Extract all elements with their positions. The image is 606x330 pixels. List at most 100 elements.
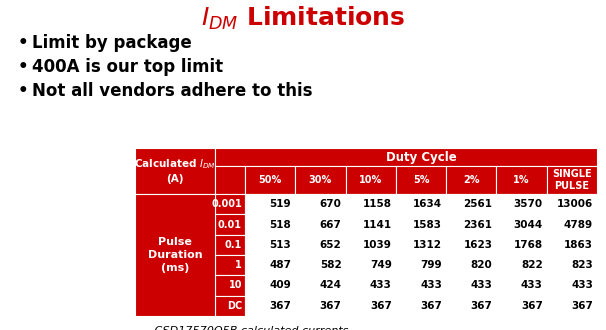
Text: 433: 433: [470, 280, 493, 290]
Text: 50%: 50%: [259, 175, 282, 185]
Text: 433: 433: [370, 280, 392, 290]
Text: 424: 424: [319, 280, 342, 290]
Bar: [396, 255, 446, 275]
Text: 4789: 4789: [564, 219, 593, 229]
Bar: [496, 194, 547, 214]
Bar: [396, 275, 446, 296]
Bar: [446, 255, 496, 275]
Text: 30%: 30%: [309, 175, 332, 185]
Text: 5%: 5%: [413, 175, 429, 185]
Text: 433: 433: [571, 280, 593, 290]
Bar: [496, 275, 547, 296]
Text: 1039: 1039: [363, 240, 392, 250]
Bar: [345, 194, 396, 214]
Bar: [496, 214, 547, 235]
Text: 1312: 1312: [413, 240, 442, 250]
Text: 1%: 1%: [513, 175, 530, 185]
Text: 0.01: 0.01: [218, 219, 242, 229]
Bar: [215, 255, 245, 275]
Bar: [547, 296, 597, 316]
Bar: [396, 235, 446, 255]
Text: 749: 749: [370, 260, 392, 270]
Text: 367: 367: [571, 301, 593, 311]
Bar: [215, 296, 245, 316]
Bar: [496, 255, 547, 275]
Bar: [547, 166, 597, 194]
Text: $I_{DM}$ Limitations: $I_{DM}$ Limitations: [201, 5, 405, 32]
Text: -   CSD17570Q5B calculated currents: - CSD17570Q5B calculated currents: [140, 326, 348, 330]
Bar: [446, 166, 496, 194]
Text: 367: 367: [470, 301, 493, 311]
Bar: [295, 214, 345, 235]
Bar: [295, 275, 345, 296]
Bar: [396, 166, 446, 194]
Text: 652: 652: [320, 240, 342, 250]
Bar: [446, 194, 496, 214]
Bar: [446, 235, 496, 255]
Bar: [135, 194, 215, 316]
Text: Pulse
Duration
(ms): Pulse Duration (ms): [148, 237, 202, 273]
Text: 513: 513: [270, 240, 291, 250]
Text: 0.1: 0.1: [225, 240, 242, 250]
Text: DC: DC: [227, 301, 242, 311]
Text: Not all vendors adhere to this: Not all vendors adhere to this: [32, 82, 313, 100]
Text: 433: 433: [421, 280, 442, 290]
Text: •: •: [18, 82, 28, 100]
Bar: [345, 255, 396, 275]
Bar: [396, 214, 446, 235]
Text: 13006: 13006: [557, 199, 593, 209]
Text: 10: 10: [228, 280, 242, 290]
Bar: [547, 235, 597, 255]
Text: Limit by package: Limit by package: [32, 34, 191, 52]
Text: 1141: 1141: [363, 219, 392, 229]
Text: 3570: 3570: [514, 199, 543, 209]
Text: 10%: 10%: [359, 175, 382, 185]
Text: 667: 667: [320, 219, 342, 229]
Text: 487: 487: [269, 260, 291, 270]
Text: 400A is our top limit: 400A is our top limit: [32, 58, 223, 76]
Bar: [295, 166, 345, 194]
Text: Calculated $I_{DM}$
(A): Calculated $I_{DM}$ (A): [134, 157, 216, 184]
Text: 3044: 3044: [513, 219, 543, 229]
Text: 1768: 1768: [514, 240, 543, 250]
Bar: [215, 166, 245, 194]
Text: 1623: 1623: [464, 240, 493, 250]
Text: 0.001: 0.001: [211, 199, 242, 209]
Bar: [215, 275, 245, 296]
Text: 2%: 2%: [463, 175, 479, 185]
Bar: [345, 275, 396, 296]
Bar: [446, 214, 496, 235]
Text: 582: 582: [320, 260, 342, 270]
Bar: [396, 194, 446, 214]
Text: 367: 367: [370, 301, 392, 311]
Bar: [295, 235, 345, 255]
Text: 1634: 1634: [413, 199, 442, 209]
Text: •: •: [18, 34, 28, 52]
Bar: [547, 255, 597, 275]
Text: 409: 409: [270, 280, 291, 290]
Bar: [496, 166, 547, 194]
Bar: [295, 194, 345, 214]
Text: 433: 433: [521, 280, 543, 290]
Bar: [135, 148, 215, 194]
Bar: [245, 166, 295, 194]
Text: 1: 1: [235, 260, 242, 270]
Bar: [245, 255, 295, 275]
Bar: [547, 194, 597, 214]
Text: 1583: 1583: [413, 219, 442, 229]
Bar: [547, 214, 597, 235]
Text: SINGLE
PULSE: SINGLE PULSE: [552, 169, 591, 191]
Bar: [345, 214, 396, 235]
Text: 670: 670: [320, 199, 342, 209]
Text: 367: 367: [320, 301, 342, 311]
Bar: [245, 235, 295, 255]
Text: 367: 367: [421, 301, 442, 311]
Bar: [245, 275, 295, 296]
Bar: [496, 235, 547, 255]
Text: 518: 518: [270, 219, 291, 229]
Bar: [345, 166, 396, 194]
Bar: [215, 235, 245, 255]
Text: 1863: 1863: [564, 240, 593, 250]
Bar: [446, 296, 496, 316]
Bar: [295, 296, 345, 316]
